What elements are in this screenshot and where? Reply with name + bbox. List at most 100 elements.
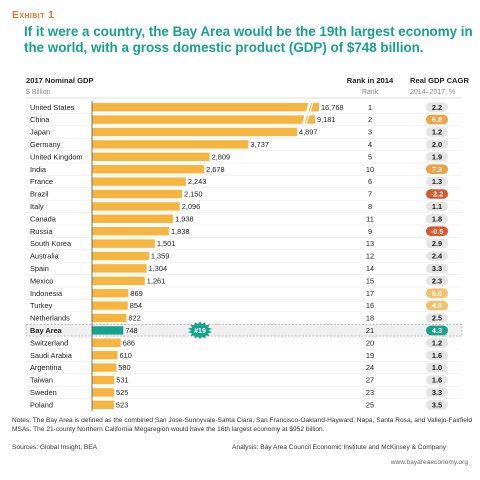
chart-title: 2017 Nominal GDP — [26, 76, 94, 85]
category-label: Bay Area — [30, 326, 63, 335]
cagr-pill — [426, 300, 448, 311]
category-label: Mexico — [30, 276, 53, 285]
cagr-value: 1.8 — [432, 214, 442, 223]
category-label: United States — [30, 103, 75, 112]
bar — [92, 351, 118, 360]
rank-2014-value: 2 — [368, 115, 372, 124]
cagr-pill — [426, 375, 448, 385]
rank-2014-value: 15 — [366, 276, 374, 285]
category-label: Taiwan — [30, 376, 53, 385]
cagr-pill — [426, 251, 448, 261]
cagr-header: Real GDP CAGR — [410, 76, 469, 85]
category-label: Spain — [30, 264, 49, 273]
cagr-pill — [426, 288, 448, 298]
rank-2014-value: 3 — [368, 128, 372, 137]
cagr-value: 1.2 — [432, 128, 442, 137]
chart-rows: United States 16,768 1 2.2 China 9,181 2 6.8 Jap… — [25, 101, 463, 411]
rank-2014-value: 9 — [368, 227, 372, 236]
cagr-value: 7.3 — [432, 165, 442, 174]
rank-2014-value: 1 — [368, 103, 372, 112]
cagr-pill — [426, 201, 448, 212]
value-label: 1,838 — [171, 227, 190, 236]
bar — [92, 400, 114, 409]
cagr-pill — [426, 127, 448, 137]
value-label: 748 — [125, 326, 137, 335]
value-label: 854 — [130, 301, 142, 310]
value-label: 580 — [118, 363, 130, 372]
cagr-pill — [426, 325, 448, 336]
cagr-value: 3.3 — [432, 264, 442, 273]
bar — [92, 103, 319, 112]
highlight-row-box — [25, 324, 463, 337]
cagr-pill — [426, 387, 448, 398]
value-label: 531 — [116, 376, 128, 385]
bar — [92, 189, 183, 199]
bar — [92, 165, 205, 174]
cagr-value: 1.6 — [432, 351, 442, 360]
bar — [92, 227, 169, 236]
value-label: 523 — [116, 400, 128, 409]
rank-2014-value: 11 — [366, 214, 374, 223]
rank-2014-value: 13 — [366, 239, 374, 248]
rank-2014-value: 25 — [366, 400, 374, 409]
cagr-value: 6.8 — [432, 115, 442, 124]
bar — [92, 214, 174, 223]
cagr-pill — [426, 139, 448, 150]
cagr-value: 1.6 — [432, 376, 442, 385]
category-label: Switzerland — [30, 338, 68, 347]
rank-2014-value: 5 — [368, 152, 372, 161]
bar — [92, 239, 155, 248]
bar — [92, 115, 315, 124]
axis-break-mark — [305, 101, 312, 113]
rank-2014-value: 8 — [368, 202, 372, 211]
bar — [92, 276, 145, 285]
analysis-text: Analysis: Bay Area Council Economic Inst… — [232, 444, 447, 451]
rank-badge-label: #19 — [194, 328, 206, 335]
category-label: China — [30, 115, 50, 124]
category-label: Turkey — [30, 301, 53, 310]
rank-2014-value: 16 — [366, 301, 374, 310]
value-label: 1,938 — [175, 214, 194, 223]
cagr-pill — [426, 313, 448, 323]
value-label: 2,150 — [184, 190, 203, 199]
cagr-value: 3.3 — [432, 388, 442, 397]
cagr-value: 4.9 — [432, 301, 442, 310]
cagr-value: 1.2 — [432, 338, 442, 347]
bar — [92, 326, 124, 335]
value-label: 1,359 — [151, 252, 170, 261]
bar — [92, 264, 147, 273]
bar — [92, 251, 149, 261]
cagr-value: 2.4 — [432, 252, 443, 261]
rank-2014-value: 27 — [366, 376, 374, 385]
value-label: 4,897 — [299, 128, 318, 137]
category-label: India — [30, 165, 47, 174]
category-label: Poland — [30, 400, 53, 409]
category-label: Australia — [30, 252, 60, 261]
value-label: 9,181 — [317, 115, 336, 124]
cagr-pill — [426, 102, 448, 112]
value-label: 1,304 — [149, 264, 168, 273]
value-label: 869 — [130, 289, 142, 298]
rank-subheader: Rank — [362, 89, 379, 96]
category-label: Italy — [30, 202, 44, 211]
cagr-pill — [426, 350, 448, 360]
cagr-pill — [426, 214, 448, 224]
rank-2014-value: 19 — [366, 351, 374, 360]
bar — [92, 140, 249, 149]
cagr-pill — [426, 152, 448, 162]
cagr-subheader: 2014–2017, % — [410, 89, 455, 96]
rank-2014-value: 14 — [366, 264, 374, 273]
category-label: United Kingdom — [30, 152, 83, 161]
bar — [92, 127, 297, 137]
bar — [92, 313, 127, 323]
unit-label: $ Billion — [26, 89, 51, 96]
value-label: 2,809 — [212, 152, 231, 161]
category-label: Germany — [30, 140, 61, 149]
bar — [92, 363, 117, 372]
website-link[interactable]: www.bayareaeconomy.org — [390, 459, 468, 466]
bar — [92, 338, 121, 347]
rank-2014-value: 20 — [366, 338, 374, 347]
bar — [92, 202, 180, 211]
